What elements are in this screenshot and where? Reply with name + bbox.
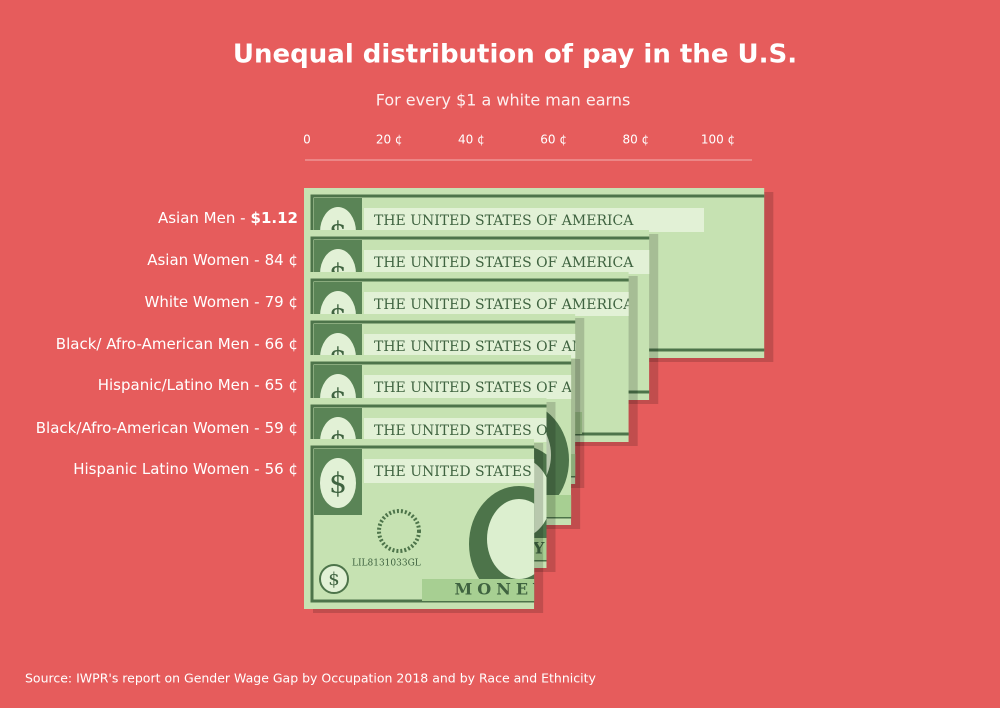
- category-name: Asian Men -: [158, 209, 246, 227]
- bill-header: THE UNITED STATES OF AMERICA: [374, 423, 634, 439]
- category-label: Black/Afro-American Women - 59 ¢: [36, 419, 298, 437]
- bill-portrait: [487, 499, 535, 579]
- bill-border: [310, 445, 535, 603]
- bill-header: THE UNITED STATES OF AMERICA: [374, 213, 634, 229]
- category-label: Hispanic Latino Women - 56 ¢: [73, 460, 298, 478]
- x-tick-label: 80 ¢: [622, 133, 649, 147]
- category-name: Hispanic Latino Women -: [73, 460, 259, 478]
- category-name: Black/Afro-American Women -: [36, 419, 260, 437]
- bill-header: THE UNITED STATES OF AMERICA: [374, 380, 634, 396]
- value-label: 65 ¢: [265, 376, 298, 394]
- bill-header: THE UNITED STATES OF AMERICA: [374, 464, 634, 480]
- value-label: 84 ¢: [265, 251, 298, 269]
- bill-symbol: $: [328, 569, 339, 590]
- category-label: Black/ Afro-American Men - 66 ¢: [56, 335, 298, 353]
- bill-serial: LIL8131033GL: [352, 559, 421, 569]
- category-name: White Women -: [145, 293, 260, 311]
- chart-title: Unequal distribution of pay in the U.S.: [233, 40, 797, 70]
- bill-seal: [320, 458, 356, 508]
- category-name: Hispanic/Latino Men -: [98, 376, 260, 394]
- bill-band: [364, 334, 576, 358]
- bill-footer: MONEY: [455, 580, 550, 599]
- bill-header: THE UNITED STATES OF AMERICA: [374, 255, 634, 271]
- category-name: Black/ Afro-American Men -: [56, 335, 260, 353]
- value-label: 56 ¢: [265, 460, 298, 478]
- category-label: Asian Women - 84 ¢: [147, 251, 298, 269]
- bill-band: [364, 292, 629, 316]
- source-note: Source: IWPR's report on Gender Wage Gap…: [25, 671, 596, 686]
- bill-band: [364, 418, 547, 442]
- bill-corner-seal: [319, 564, 349, 594]
- x-tick-label: 40 ¢: [458, 133, 485, 147]
- bill-footer-band: [422, 579, 535, 601]
- x-tick-label: 100 ¢: [701, 133, 735, 147]
- x-tick-label: 0: [303, 133, 311, 147]
- x-tick-label: 60 ¢: [540, 133, 567, 147]
- category-label: White Women - 79 ¢: [145, 293, 298, 311]
- bill-symbol: $: [329, 467, 347, 500]
- bill-band: [364, 250, 650, 274]
- chart-subtitle: For every $1 a white man earns: [376, 91, 631, 110]
- bill-band: [364, 208, 704, 232]
- value-label: 79 ¢: [265, 293, 298, 311]
- bill-header: THE UNITED STATES OF AMERICA: [374, 339, 634, 355]
- x-tick-label: 20 ¢: [376, 133, 403, 147]
- value-label: $1.12: [251, 209, 298, 227]
- bill: THE UNITED STATES OF AMERICA $ LIL8131033G…: [304, 439, 634, 609]
- bill-header: THE UNITED STATES OF AMERICA: [374, 297, 634, 313]
- value-label: 59 ¢: [265, 419, 298, 437]
- category-label: Asian Men - $1.12: [158, 209, 298, 227]
- bill-band: [364, 459, 535, 483]
- bill-band: [364, 375, 572, 399]
- category-label: Hispanic/Latino Men - 65 ¢: [98, 376, 298, 394]
- bill-rosette: [377, 509, 421, 553]
- category-name: Asian Women -: [147, 251, 259, 269]
- value-label: 66 ¢: [265, 335, 298, 353]
